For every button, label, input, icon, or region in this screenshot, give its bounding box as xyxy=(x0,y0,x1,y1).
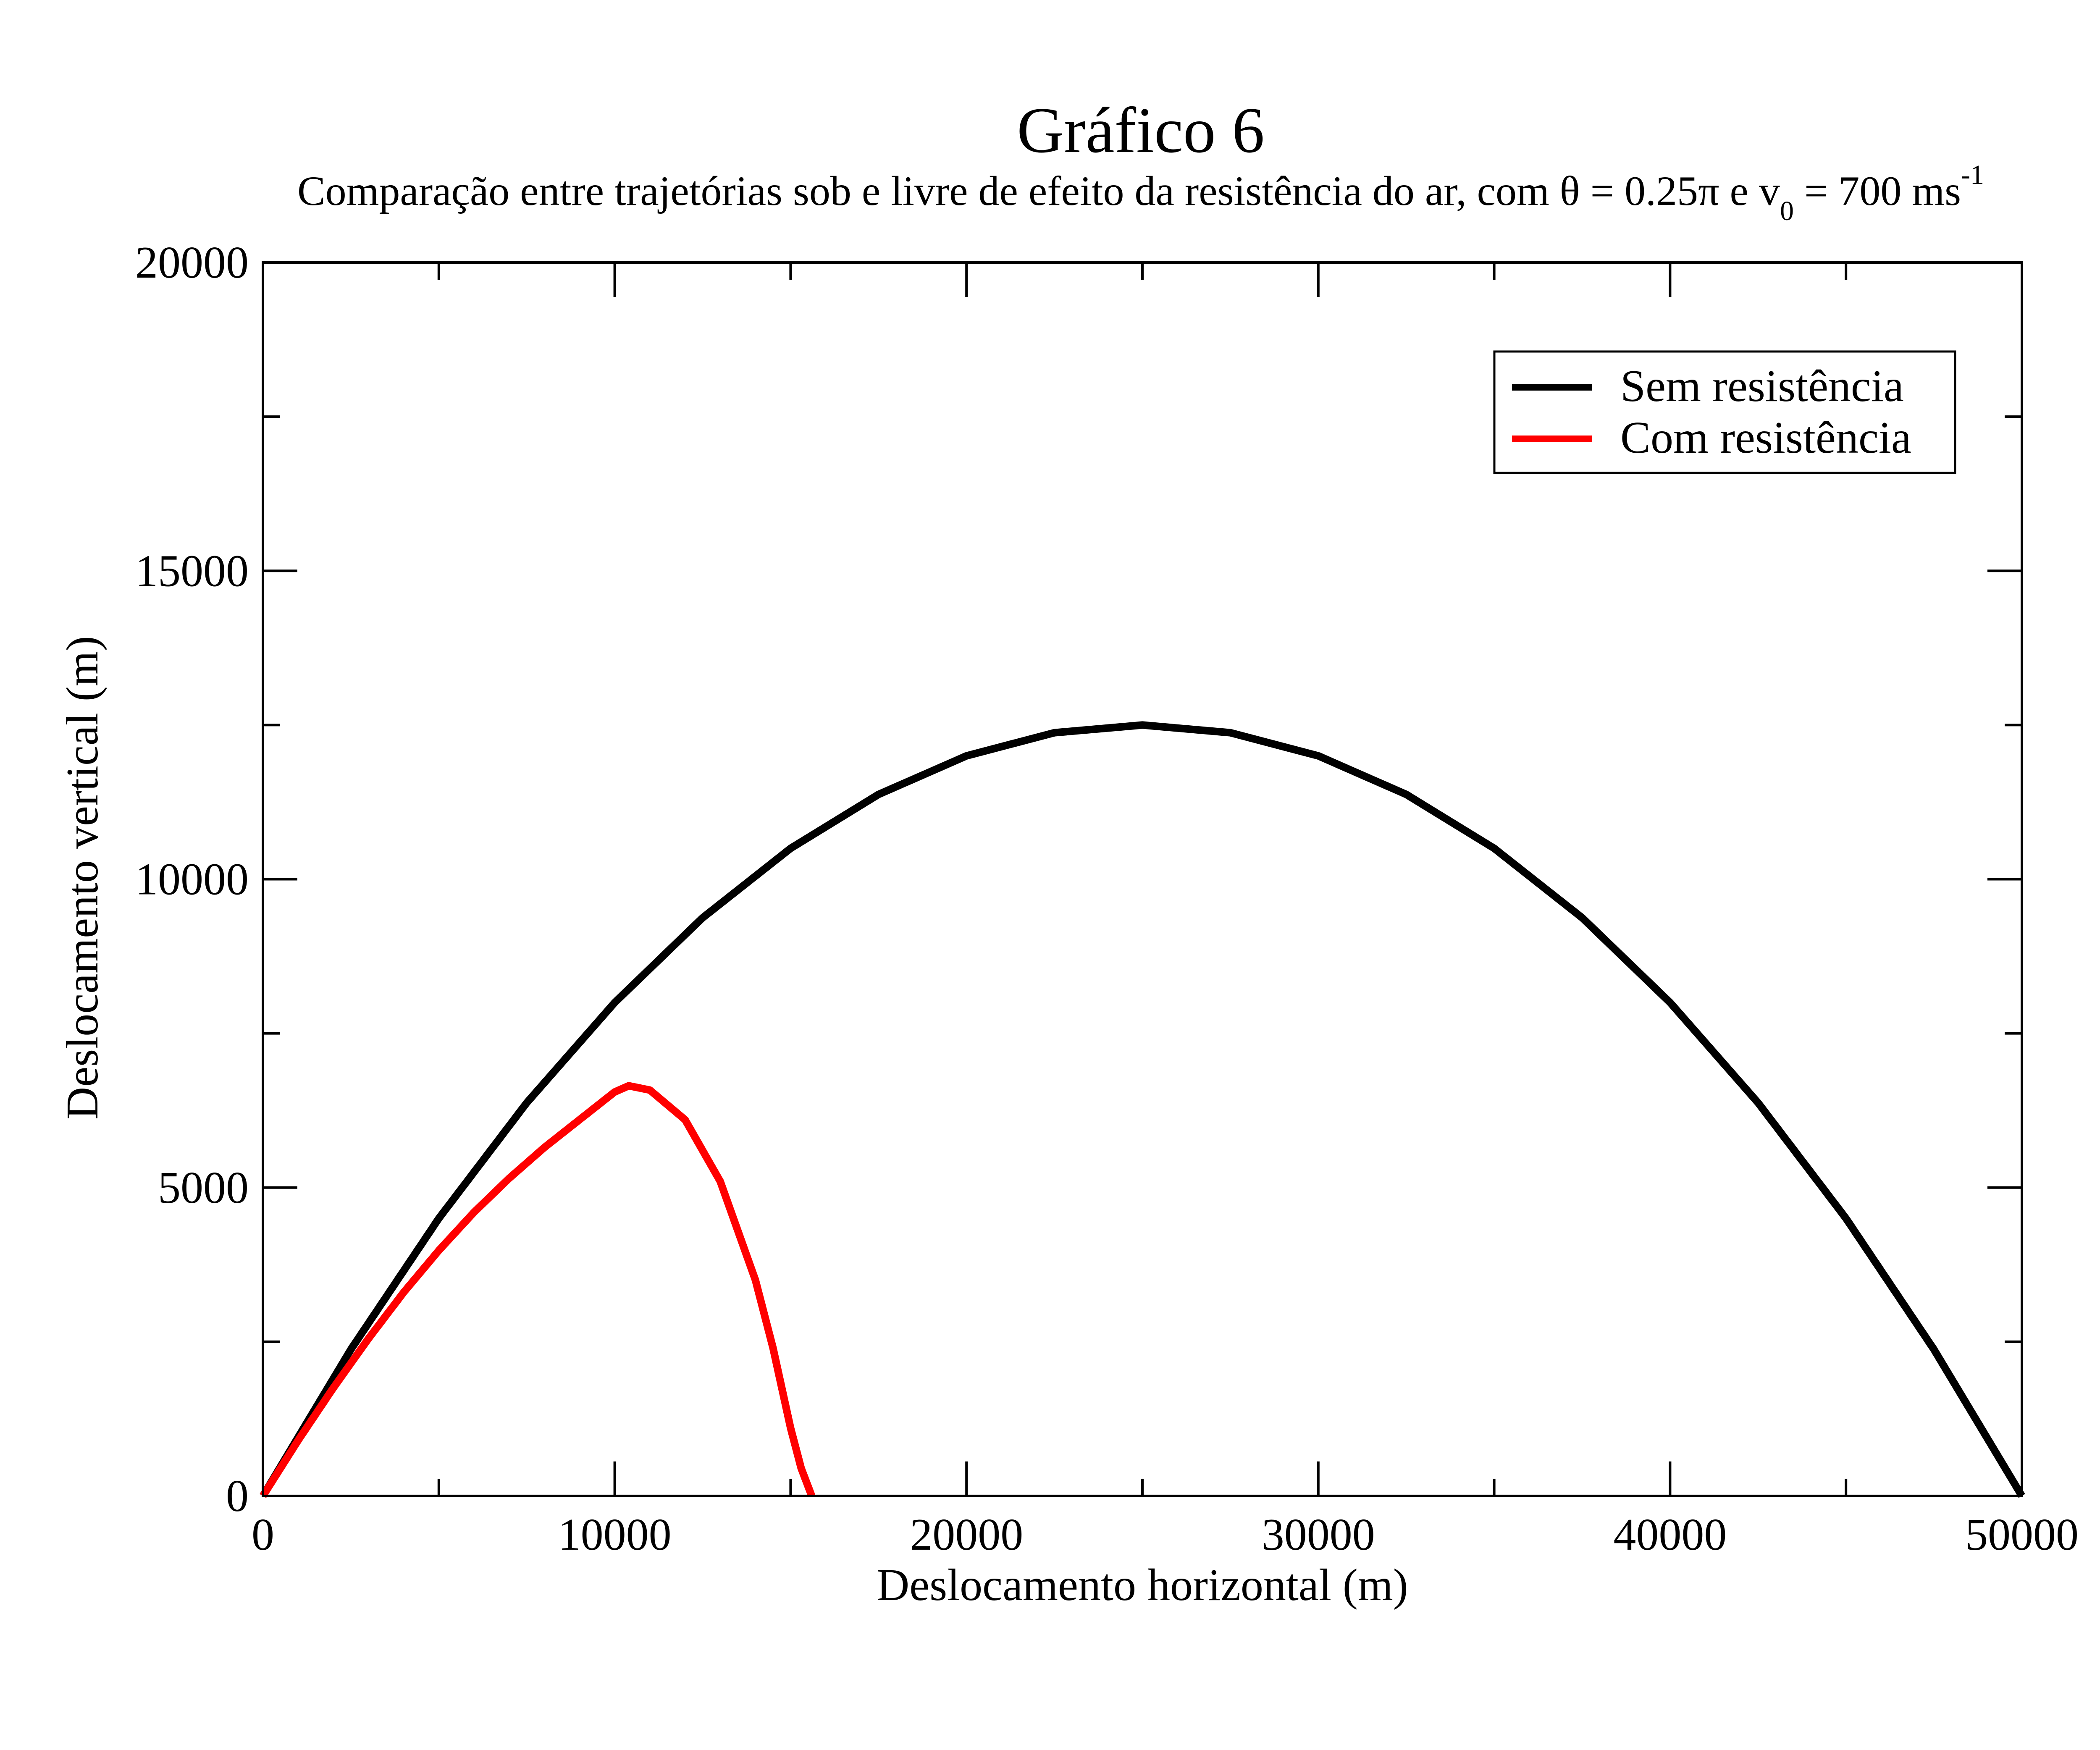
x-tick-label: 0 xyxy=(252,1510,274,1560)
series-line-sem-resistencia xyxy=(260,721,2025,1498)
y-tick-label: 5000 xyxy=(158,1163,249,1213)
x-axis-tick-labels: 0 10000 20000 30000 40000 50000 xyxy=(252,1510,2079,1560)
x-tick-label: 20000 xyxy=(910,1510,1023,1560)
y-tick-label: 15000 xyxy=(135,546,249,596)
chart-subtitle-middle: = 700 ms xyxy=(1794,168,1961,214)
x-tick-label: 40000 xyxy=(1613,1510,1727,1560)
x-tick-label: 50000 xyxy=(1965,1510,2079,1560)
chart-subtitle: Comparação entre trajetórias sob e livre… xyxy=(297,160,1984,226)
y-tick-label: 10000 xyxy=(135,855,249,905)
chart-subtitle-subscript: 0 xyxy=(1780,196,1794,226)
y-tick-label: 20000 xyxy=(135,238,249,288)
y-axis-tick-labels: 0 5000 10000 15000 20000 xyxy=(135,238,249,1521)
legend-label-com-resistencia: Com resistência xyxy=(1620,413,1911,463)
y-axis-ticks xyxy=(263,261,2022,1497)
chart-subtitle-text: Comparação entre trajetórias sob e livre… xyxy=(297,168,1780,214)
legend: Sem resistência Com resistência xyxy=(1493,350,1956,474)
legend-box xyxy=(1493,350,1956,474)
x-axis-label: Deslocamento horizontal (m) xyxy=(877,1560,1408,1610)
legend-label-sem-resistencia: Sem resistência xyxy=(1620,361,1904,411)
x-axis-ticks xyxy=(262,262,2023,1496)
chart-subtitle-superscript: -1 xyxy=(1961,160,1984,190)
chart-title: Gráfico 6 xyxy=(1017,94,1265,166)
y-tick-label: 0 xyxy=(226,1471,249,1521)
plot-area xyxy=(260,721,2025,1498)
y-axis-label: Deslocamento vertical (m) xyxy=(58,636,108,1120)
x-tick-label: 10000 xyxy=(558,1510,672,1560)
x-tick-label: 30000 xyxy=(1262,1510,1375,1560)
series-line-com-resistencia xyxy=(260,1082,816,1498)
